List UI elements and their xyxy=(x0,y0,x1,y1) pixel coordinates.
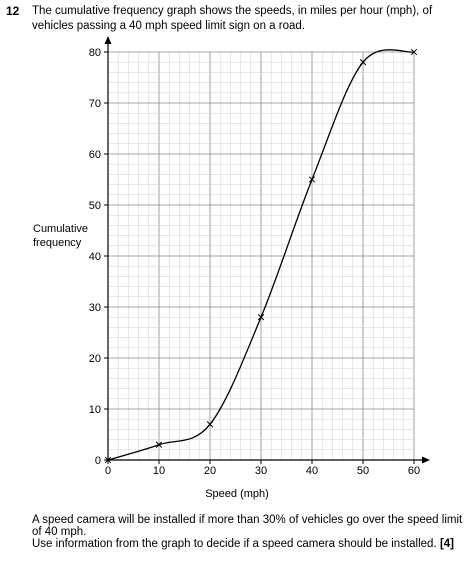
y-axis-label: Cumulative frequency xyxy=(33,222,88,250)
y-axis-arrow xyxy=(104,36,112,44)
y-tick-label: 80 xyxy=(89,47,101,59)
data-point-marker xyxy=(359,59,367,66)
x-tick-label: 40 xyxy=(306,465,318,477)
y-tick-label: 20 xyxy=(89,353,101,365)
data-point-marker xyxy=(206,421,214,428)
question-number: 12 xyxy=(6,4,20,18)
marks-label: [4] xyxy=(439,538,454,550)
question-text: The cumulative frequency graph shows the… xyxy=(32,5,433,32)
data-point-marker xyxy=(308,176,316,183)
y-tick-label: 60 xyxy=(89,149,101,161)
data-point-marker xyxy=(257,314,265,321)
data-point-marker xyxy=(155,441,163,448)
x-tick-label: 0 xyxy=(105,465,111,477)
data-point-marker xyxy=(104,456,112,464)
data-point-marker xyxy=(410,48,418,56)
y-tick-label: 50 xyxy=(89,200,101,212)
y-tick-label: 30 xyxy=(89,302,101,314)
x-tick-label: 60 xyxy=(408,465,420,477)
instruction-text: Use information from the graph to decide… xyxy=(32,538,437,550)
x-tick-label: 30 xyxy=(255,465,267,477)
y-axis-label-line-2: frequency xyxy=(33,237,82,249)
y-tick-label: 40 xyxy=(89,251,101,263)
x-axis-arrow xyxy=(422,456,430,464)
condition-text: A speed camera will be installed if more… xyxy=(32,514,463,538)
x-tick-label: 10 xyxy=(153,465,165,477)
x-tick-label: 50 xyxy=(357,465,369,477)
x-tick-label: 20 xyxy=(204,465,216,477)
x-axis-label: Speed (mph) xyxy=(205,488,269,500)
cumulative-frequency-chart: 0 10 20 30 40 50 60 0 10 20 30 40 50 60 70 80 xyxy=(89,36,430,477)
y-tick-label: 70 xyxy=(89,98,101,110)
y-tick-label: 10 xyxy=(89,404,101,416)
y-axis-label-line-1: Cumulative xyxy=(33,223,89,235)
y-tick-label: 0 xyxy=(95,455,101,467)
